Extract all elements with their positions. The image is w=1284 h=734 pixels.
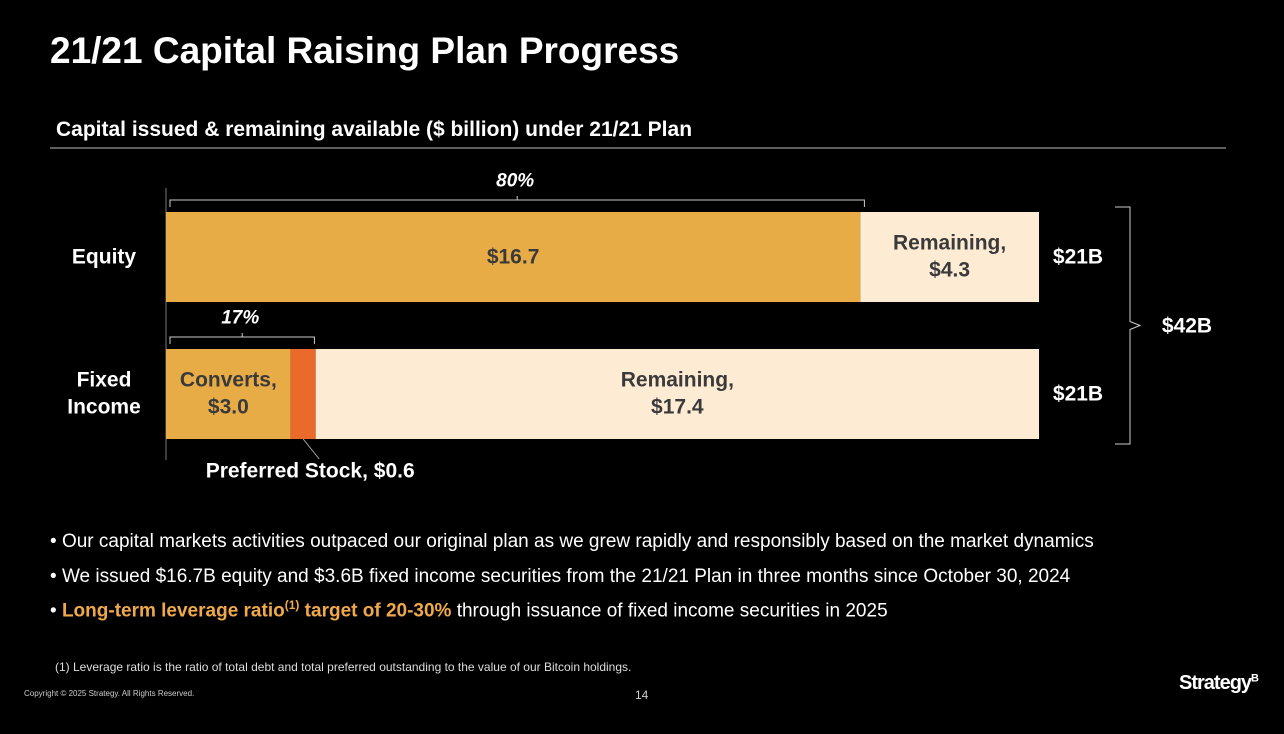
share-label: 17% <box>221 307 260 329</box>
bullet-sup: (1) <box>284 598 300 612</box>
bar-segment <box>315 349 1040 439</box>
data-label: Remaining, $17.4 <box>620 368 734 419</box>
bullet-highlight: Long-term leverage ratio <box>61 600 285 622</box>
leader-line <box>302 438 320 460</box>
footnote: (1) Leverage ratio is the ratio of total… <box>55 660 632 674</box>
subtitle: Capital issued & remaining available ($ … <box>56 118 693 141</box>
copyright: Copyright © 2025 Strategy. All Rights Re… <box>24 689 195 698</box>
bullet: • Long-term leverage ratio(1) target of … <box>50 598 888 622</box>
bullet: • Our capital markets activities outpace… <box>50 531 1094 552</box>
total-brace <box>1115 206 1142 445</box>
data-label: Converts, $3.0 <box>179 368 277 419</box>
share-bracket <box>169 333 315 344</box>
bullet: • We issued $16.7B equity and $3.6B fixe… <box>50 566 1071 587</box>
bullet-highlight: target of 20-30% <box>299 600 452 622</box>
total-label: $21B <box>1052 382 1104 406</box>
total-label: $21B <box>1052 245 1104 269</box>
title: 21/21 Capital Raising Plan Progress <box>50 30 680 71</box>
bullet-text: through issuance of fixed income securit… <box>451 600 888 622</box>
logo: StrategyB <box>1179 672 1259 695</box>
data-label: Preferred Stock, $0.6 <box>205 459 415 483</box>
page-number: 14 <box>635 688 649 702</box>
logo-name: Strategy <box>1179 672 1252 694</box>
grand-total-label: $42B <box>1161 313 1213 337</box>
bullet-text: We issued $16.7B equity and $3.6B fixed … <box>61 566 1071 587</box>
data-label: $16.7 <box>486 245 540 269</box>
bar-segment <box>166 349 291 439</box>
category-label: Fixed Income <box>67 368 141 419</box>
bar-segment <box>290 349 316 439</box>
share-label: 80% <box>496 170 535 192</box>
bar-segment <box>860 212 1039 302</box>
category-label: Equity <box>71 245 137 269</box>
bar-segment <box>166 212 861 302</box>
share-bracket <box>169 196 865 207</box>
bullet-text: Our capital markets activities outpaced … <box>61 531 1094 552</box>
data-label: Remaining, $4.3 <box>893 231 1007 282</box>
logo-mark: B <box>1251 672 1259 685</box>
